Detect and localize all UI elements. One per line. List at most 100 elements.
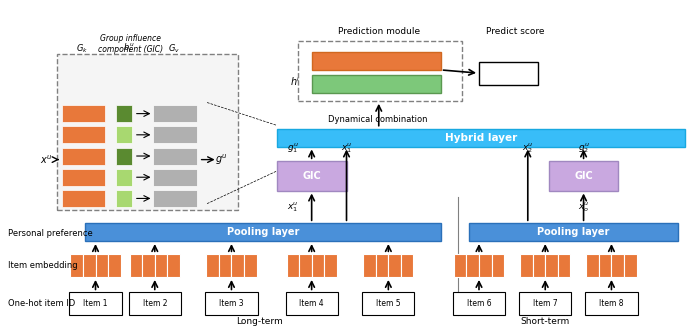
FancyBboxPatch shape <box>219 254 232 277</box>
Text: $v$: $v$ <box>297 54 304 64</box>
FancyBboxPatch shape <box>545 254 558 277</box>
Text: $G_v$: $G_v$ <box>168 43 181 55</box>
FancyBboxPatch shape <box>232 254 244 277</box>
Bar <box>298 40 461 101</box>
Text: $G_k$: $G_k$ <box>76 43 88 55</box>
FancyBboxPatch shape <box>286 254 299 277</box>
Text: Candidate item: Candidate item <box>337 57 415 65</box>
FancyBboxPatch shape <box>116 105 132 122</box>
FancyBboxPatch shape <box>153 105 197 122</box>
FancyBboxPatch shape <box>491 254 504 277</box>
FancyBboxPatch shape <box>62 126 105 143</box>
Text: $x_1^u$: $x_1^u$ <box>341 142 352 155</box>
FancyBboxPatch shape <box>62 105 105 122</box>
FancyBboxPatch shape <box>363 254 376 277</box>
FancyBboxPatch shape <box>206 254 219 277</box>
FancyBboxPatch shape <box>479 254 491 277</box>
FancyBboxPatch shape <box>153 169 197 186</box>
Text: Item embedding: Item embedding <box>8 261 78 270</box>
FancyBboxPatch shape <box>276 161 346 190</box>
FancyBboxPatch shape <box>62 169 105 186</box>
FancyBboxPatch shape <box>153 147 197 164</box>
FancyBboxPatch shape <box>466 254 479 277</box>
FancyBboxPatch shape <box>62 190 105 207</box>
FancyBboxPatch shape <box>142 254 155 277</box>
FancyBboxPatch shape <box>376 254 389 277</box>
FancyBboxPatch shape <box>116 126 132 143</box>
FancyBboxPatch shape <box>95 254 108 277</box>
Text: Item 1: Item 1 <box>83 299 108 308</box>
FancyBboxPatch shape <box>286 292 338 315</box>
FancyBboxPatch shape <box>69 292 122 315</box>
FancyBboxPatch shape <box>558 254 570 277</box>
Text: Pooling layer: Pooling layer <box>537 227 609 237</box>
FancyBboxPatch shape <box>167 254 180 277</box>
FancyBboxPatch shape <box>116 169 132 186</box>
FancyBboxPatch shape <box>83 254 95 277</box>
Text: GIC: GIC <box>302 171 321 181</box>
Text: Dynamical combination: Dynamical combination <box>328 115 428 124</box>
Text: Personal preference: Personal preference <box>8 229 93 238</box>
FancyBboxPatch shape <box>612 254 624 277</box>
FancyBboxPatch shape <box>624 254 636 277</box>
Text: Item 5: Item 5 <box>376 299 400 308</box>
FancyBboxPatch shape <box>153 190 197 207</box>
FancyBboxPatch shape <box>299 254 312 277</box>
FancyBboxPatch shape <box>312 75 440 93</box>
FancyBboxPatch shape <box>453 292 505 315</box>
FancyBboxPatch shape <box>276 129 685 146</box>
Text: $b_i^u$: $b_i^u$ <box>122 42 134 55</box>
Bar <box>479 62 538 85</box>
Text: GIC: GIC <box>574 171 593 181</box>
FancyBboxPatch shape <box>153 126 197 143</box>
FancyBboxPatch shape <box>155 254 167 277</box>
FancyBboxPatch shape <box>116 147 132 164</box>
Text: $x^u$: $x^u$ <box>41 153 53 166</box>
FancyBboxPatch shape <box>312 52 440 70</box>
FancyBboxPatch shape <box>587 254 599 277</box>
FancyBboxPatch shape <box>585 292 638 315</box>
FancyBboxPatch shape <box>244 254 257 277</box>
FancyBboxPatch shape <box>312 254 324 277</box>
Text: $g^u$: $g^u$ <box>215 152 228 167</box>
Text: $x_1^u$: $x_1^u$ <box>287 200 299 214</box>
Text: One-hot item ID: One-hot item ID <box>8 299 76 308</box>
FancyBboxPatch shape <box>389 254 401 277</box>
Text: Item 7: Item 7 <box>533 299 557 308</box>
Text: Short-term: Short-term <box>521 317 570 326</box>
Text: Item 6: Item 6 <box>467 299 491 308</box>
Text: Group influence
component (GIC): Group influence component (GIC) <box>98 34 163 54</box>
Text: $g_1^u$: $g_1^u$ <box>287 142 299 155</box>
Text: Predict score: Predict score <box>486 27 545 36</box>
FancyBboxPatch shape <box>116 190 132 207</box>
Text: Item 8: Item 8 <box>599 299 624 308</box>
Text: Item 2: Item 2 <box>143 299 167 308</box>
FancyBboxPatch shape <box>533 254 545 277</box>
FancyBboxPatch shape <box>71 254 83 277</box>
Text: $x_2^u$: $x_2^u$ <box>522 142 533 155</box>
FancyBboxPatch shape <box>362 292 414 315</box>
Text: Pooling layer: Pooling layer <box>227 227 299 237</box>
FancyBboxPatch shape <box>62 147 105 164</box>
FancyBboxPatch shape <box>549 161 618 190</box>
FancyBboxPatch shape <box>130 254 142 277</box>
Text: Item 4: Item 4 <box>300 299 324 308</box>
Text: $h^u$: $h^u$ <box>290 76 302 89</box>
FancyBboxPatch shape <box>520 254 533 277</box>
FancyBboxPatch shape <box>129 292 181 315</box>
FancyBboxPatch shape <box>401 254 414 277</box>
Bar <box>57 54 239 210</box>
FancyBboxPatch shape <box>599 254 612 277</box>
Text: Item 3: Item 3 <box>219 299 244 308</box>
FancyBboxPatch shape <box>454 254 466 277</box>
Text: Prediction module: Prediction module <box>338 27 420 36</box>
Text: $g_2^u$: $g_2^u$ <box>578 142 589 155</box>
Text: Final representation: Final representation <box>324 79 428 88</box>
Text: $x_o^u$: $x_o^u$ <box>578 200 589 214</box>
Text: Long-term: Long-term <box>236 317 283 326</box>
FancyBboxPatch shape <box>519 292 571 315</box>
FancyBboxPatch shape <box>205 292 258 315</box>
FancyBboxPatch shape <box>468 223 678 241</box>
Text: $\hat{R}_{u,v}$: $\hat{R}_{u,v}$ <box>498 63 519 83</box>
FancyBboxPatch shape <box>108 254 120 277</box>
